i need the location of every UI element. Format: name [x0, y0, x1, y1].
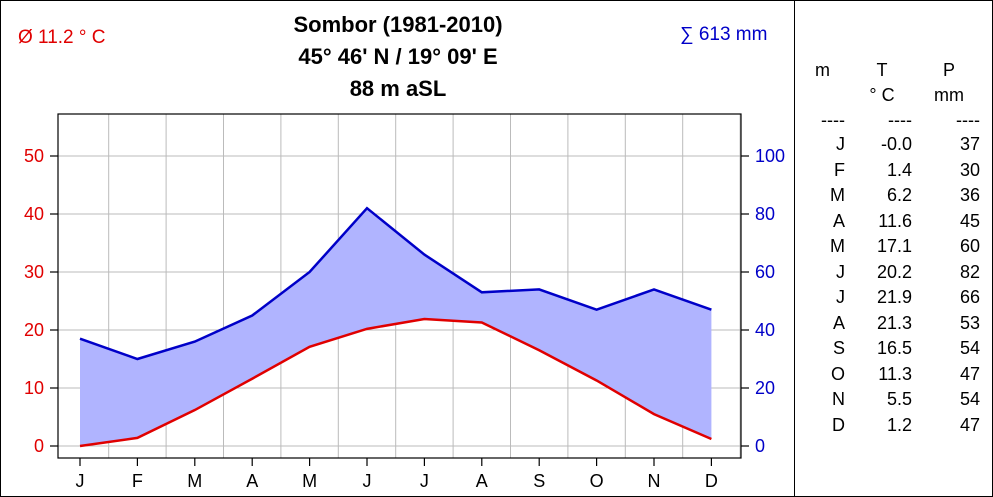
table-cell-month: S	[832, 338, 845, 358]
table-row: J 20.2 82	[800, 262, 990, 288]
right-axis-tick-label: 0	[755, 436, 765, 456]
table-separator: ----	[956, 110, 980, 130]
table-cell-temperature: 20.2	[876, 261, 912, 282]
table-units-row: ° C mm	[800, 85, 990, 110]
table-cell-month: O	[830, 363, 845, 384]
table-row: M 17.1 60	[800, 236, 990, 262]
table-cell-temperature: -0.0	[880, 134, 912, 154]
x-axis-month-label: A	[476, 471, 488, 491]
table-cell-month: A	[832, 312, 845, 333]
table-cell-month: D	[832, 414, 845, 435]
right-axis-tick-label: 80	[755, 204, 775, 224]
table-body: J -0.0 37 F 1.4 30 M 6.2 36 A 11.6 45 M 17.1 60 J 20.2 82…	[800, 134, 990, 440]
right-axis-tick-label: 20	[755, 378, 775, 398]
x-axis-month-label: M	[302, 471, 317, 491]
table-cell-temperature: 1.2	[886, 414, 912, 435]
x-axis-month-label: S	[533, 471, 545, 491]
table-cell-precipitation: 66	[959, 287, 980, 307]
table-header-row: m T P	[800, 60, 990, 85]
table-cell-month: N	[832, 389, 845, 409]
table-header-temperature: T	[876, 60, 888, 80]
table-cell-month: J	[836, 261, 845, 282]
plot-area-border	[57, 113, 742, 459]
temperature-line	[79, 317, 712, 448]
x-axis-month-label: F	[132, 471, 143, 491]
table-row: O 11.3 47	[800, 364, 990, 390]
table-cell-month: M	[830, 185, 845, 205]
table-cell-precipitation: 54	[959, 338, 980, 358]
left-axis-tick-label: 10	[24, 378, 44, 398]
table-cell-month: J	[836, 134, 845, 154]
table-cell-month: M	[830, 236, 845, 256]
precipitation-line	[79, 206, 712, 361]
table-cell-temperature: 1.4	[886, 159, 912, 180]
table-separator: ----	[821, 110, 845, 130]
climate-table: m T P ° C mm ---- ---- ---- J -0.0 37 F 1.4 3…	[800, 60, 990, 440]
table-row: D 1.2 47	[800, 415, 990, 441]
table-cell-month: J	[836, 287, 845, 307]
table-cell-temperature: 11.6	[878, 210, 912, 231]
x-axis-month-label: N	[648, 471, 661, 491]
table-separator: ----	[888, 110, 912, 130]
table-cell-temperature: 6.2	[886, 185, 912, 205]
left-axis-tick-label: 0	[34, 436, 44, 456]
x-axis-month-label: M	[187, 471, 202, 491]
table-cell-precipitation: 53	[959, 312, 980, 333]
table-header-precipitation: P	[942, 60, 955, 80]
table-cell-temperature: 16.5	[876, 338, 912, 358]
x-axis-month-label: J	[363, 471, 372, 491]
total-precipitation-label: ∑ 613 mm	[680, 24, 768, 45]
table-cell-precipitation: 47	[959, 363, 980, 384]
title-elevation: 88 m aSL	[349, 76, 447, 101]
table-row: A 21.3 53	[800, 313, 990, 339]
table-separator-row: ---- ---- ----	[800, 110, 990, 134]
table-unit-temperature: ° C	[869, 85, 895, 105]
table-row: N 5.5 54	[800, 389, 990, 415]
table-cell-precipitation: 82	[959, 261, 980, 282]
table-row: J -0.0 37	[800, 134, 990, 160]
title-coordinates: 45° 46' N / 19° 09' E	[298, 44, 498, 69]
table-cell-precipitation: 54	[959, 389, 980, 409]
title-station: Sombor (1981-2010)	[293, 12, 503, 37]
panel-divider	[794, 0, 795, 497]
right-axis-tick-label: 60	[755, 262, 775, 282]
table-cell-precipitation: 30	[959, 159, 980, 180]
table-cell-temperature: 5.5	[886, 389, 912, 409]
x-axis-month-label: O	[590, 471, 604, 491]
x-axis-month-label: D	[705, 471, 718, 491]
table-unit-precipitation: mm	[934, 85, 964, 105]
table-cell-temperature: 21.9	[876, 287, 912, 307]
table-cell-precipitation: 45	[959, 210, 980, 231]
table-cell-month: A	[832, 210, 845, 231]
x-axis-month-label: J	[76, 471, 85, 491]
left-axis-tick-label: 30	[24, 262, 44, 282]
table-row: A 11.6 45	[800, 211, 990, 237]
table-cell-temperature: 11.3	[878, 363, 912, 384]
table-row: F 1.4 30	[800, 160, 990, 186]
left-axis-tick-label: 20	[24, 320, 44, 340]
left-axis-tick-label: 40	[24, 204, 44, 224]
mean-temperature-label: Ø 11.2 ° C	[18, 27, 106, 48]
table-cell-temperature: 21.3	[876, 312, 912, 333]
climate-chart: 0 10 20 30 40 50 0 20 40 60 80 100 J F M A M J J A S O N D	[24, 113, 785, 491]
table-cell-precipitation: 60	[959, 236, 980, 256]
table-cell-precipitation: 36	[959, 185, 980, 205]
table-row: M 6.2 36	[800, 185, 990, 211]
table-row: J 21.9 66	[800, 287, 990, 313]
table-cell-temperature: 17.1	[876, 236, 912, 256]
table-cell-month: F	[834, 159, 845, 180]
table-header-month: m	[815, 60, 830, 80]
right-axis-tick-label: 40	[755, 320, 775, 340]
table-cell-precipitation: 37	[959, 134, 980, 154]
right-axis-tick-label: 100	[755, 146, 785, 166]
x-axis-month-label: J	[420, 471, 429, 491]
x-axis-month-label: A	[246, 471, 258, 491]
left-axis-tick-label: 50	[24, 146, 44, 166]
table-row: S 16.5 54	[800, 338, 990, 364]
table-cell-precipitation: 47	[959, 414, 980, 435]
